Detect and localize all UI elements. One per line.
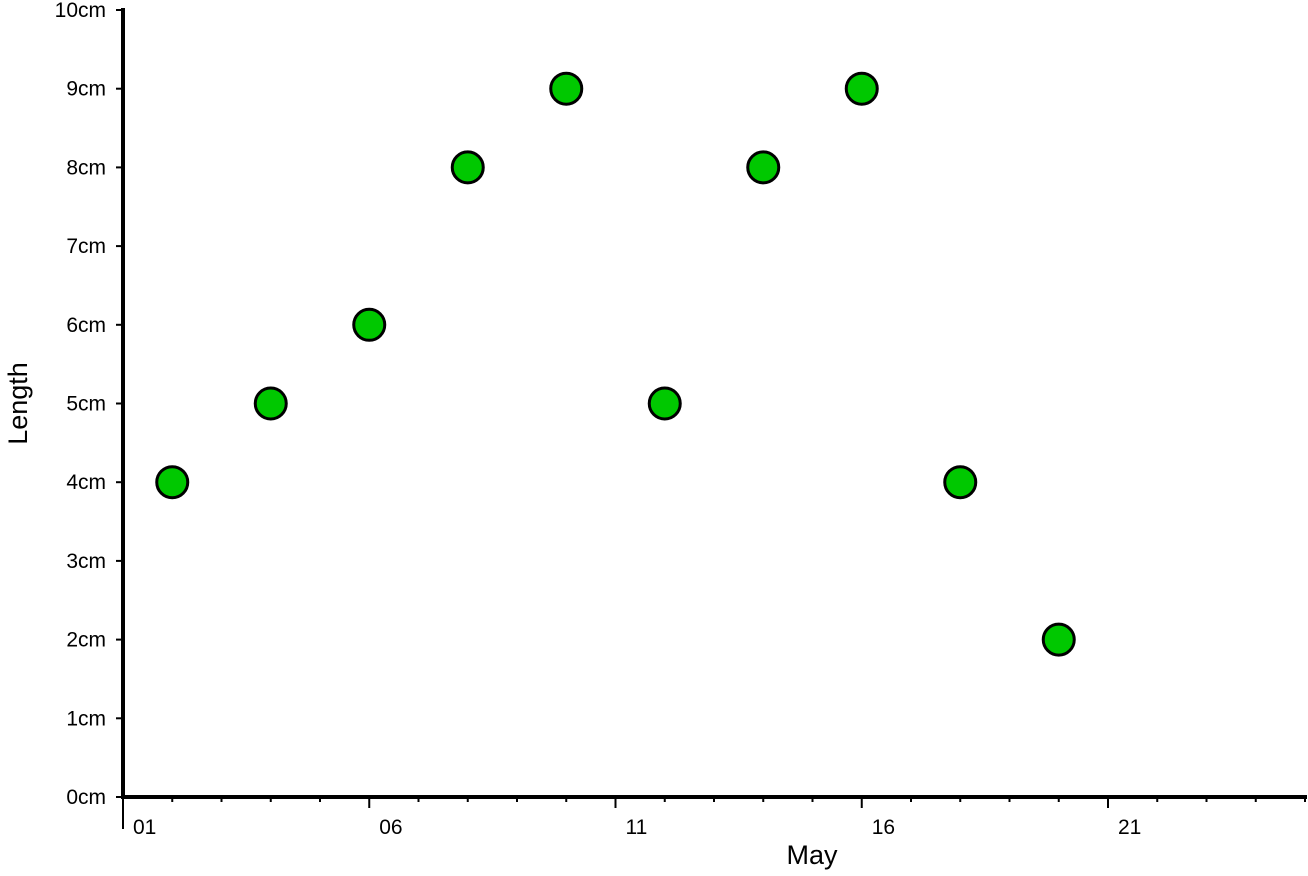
x-tick-label: 11 <box>626 816 648 839</box>
data-point <box>450 150 485 185</box>
y-tick-label: 8cm <box>66 156 106 179</box>
x-axis-title: May <box>786 840 838 870</box>
data-point <box>943 465 978 500</box>
y-tick-label: 5cm <box>66 393 106 416</box>
y-tick-label: 2cm <box>66 629 106 652</box>
x-axis: 01 06 11 16 21 <box>121 795 1307 839</box>
y-tick-label: 3cm <box>66 550 106 573</box>
x-tick-label: 21 <box>1118 816 1141 839</box>
x-tick-label: 06 <box>379 816 402 839</box>
data-point <box>844 71 879 106</box>
data-points <box>155 71 1076 657</box>
y-axis: 0cm 1cm 2cm 3cm 4cm 5cm 6cm 7cm 8cm 9cm 10cm <box>55 0 125 809</box>
data-point <box>253 386 288 421</box>
y-axis-title: Length <box>3 362 33 445</box>
x-tick-label: 16 <box>872 816 895 839</box>
data-point <box>549 71 584 106</box>
y-tick-label: 6cm <box>66 314 106 337</box>
x-tick-label: 01 <box>133 816 156 839</box>
y-tick-label: 9cm <box>66 78 106 101</box>
data-point <box>1041 622 1076 657</box>
y-tick-label: 7cm <box>66 235 106 258</box>
y-tick-label: 0cm <box>66 786 106 809</box>
data-point <box>352 307 387 342</box>
data-point <box>155 465 190 500</box>
y-tick-label: 10cm <box>55 0 106 22</box>
data-point <box>746 150 781 185</box>
y-tick-label: 1cm <box>66 707 106 730</box>
y-tick-label: 4cm <box>66 471 106 494</box>
data-point <box>647 386 682 421</box>
